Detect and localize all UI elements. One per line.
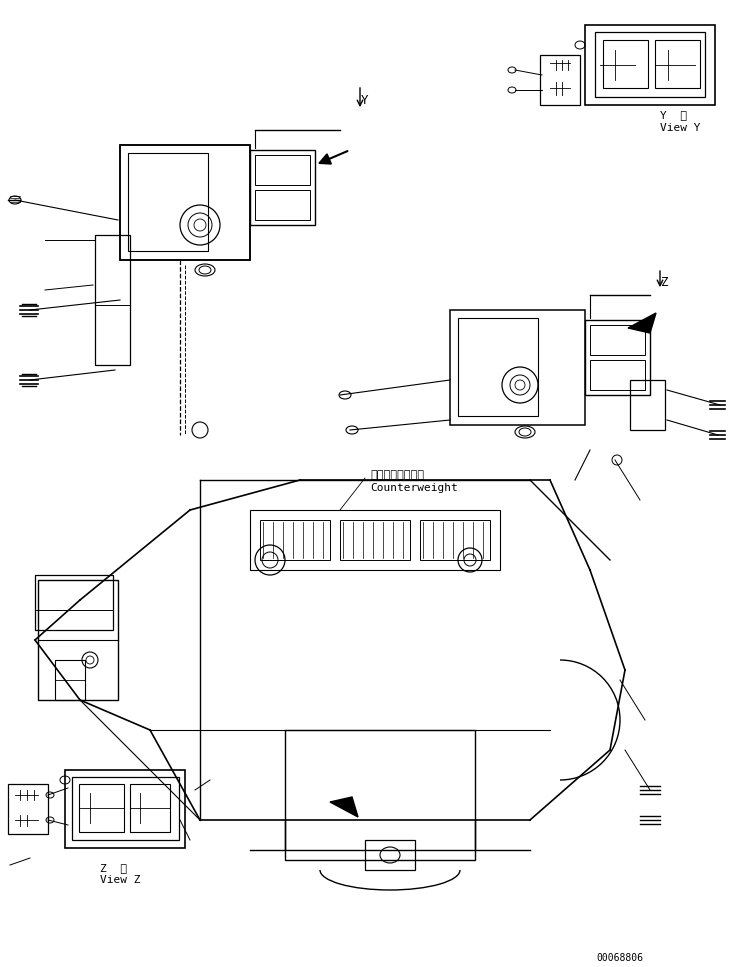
Bar <box>65 770 185 848</box>
Bar <box>630 380 665 430</box>
Text: View Z: View Z <box>100 875 140 885</box>
Bar <box>590 325 645 355</box>
Bar <box>450 310 585 425</box>
Text: Z  視: Z 視 <box>100 863 127 873</box>
Polygon shape <box>330 797 358 817</box>
Bar <box>130 784 170 832</box>
Bar <box>285 730 475 860</box>
Bar <box>603 40 648 88</box>
Bar <box>35 575 113 630</box>
Bar <box>38 580 118 700</box>
Bar <box>128 153 208 251</box>
Text: 00068806: 00068806 <box>597 953 644 963</box>
Bar <box>540 55 580 105</box>
Bar <box>590 360 645 390</box>
Bar <box>458 318 538 416</box>
Bar <box>120 145 250 260</box>
Bar <box>255 155 310 185</box>
Text: Y  視: Y 視 <box>660 110 687 120</box>
Text: Z: Z <box>662 277 669 289</box>
Bar <box>55 660 85 700</box>
Bar <box>250 510 500 570</box>
Bar <box>585 320 650 395</box>
Bar <box>260 520 330 560</box>
Text: Counterweight: Counterweight <box>370 483 458 493</box>
Text: カウンタウェイト: カウンタウェイト <box>370 470 424 480</box>
Polygon shape <box>628 313 656 333</box>
Bar <box>79 784 124 832</box>
Bar <box>120 145 250 260</box>
Bar <box>420 520 490 560</box>
Text: Y: Y <box>361 94 369 106</box>
Bar <box>655 40 700 88</box>
Bar <box>255 190 310 220</box>
Bar <box>95 235 130 365</box>
Text: View Y: View Y <box>660 123 700 133</box>
Bar <box>340 520 410 560</box>
Bar <box>250 150 315 225</box>
Bar <box>8 784 48 834</box>
Bar <box>365 840 415 870</box>
Bar <box>72 777 179 840</box>
Bar <box>585 25 715 105</box>
Bar <box>595 32 705 97</box>
